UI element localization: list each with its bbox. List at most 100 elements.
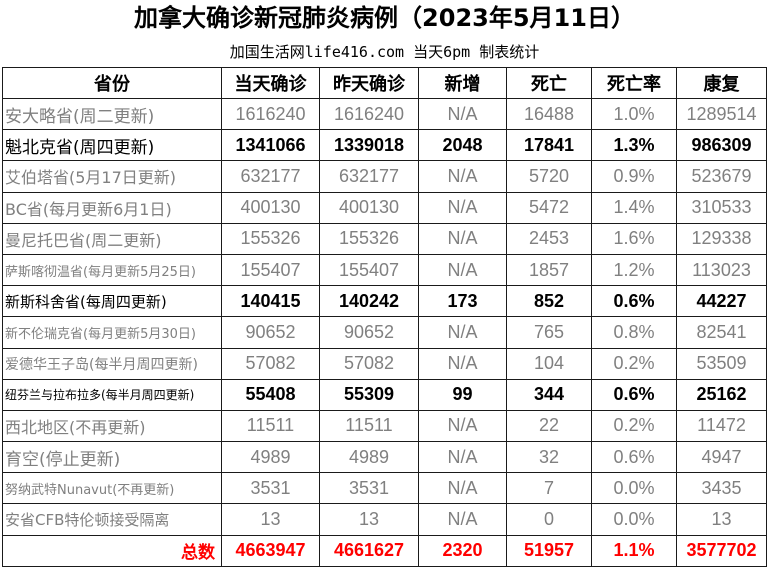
table-row: 纽芬兰与拉布拉多(每半月周四更新) 55408 55309 99 344 0.6… [2, 378, 767, 411]
today-cases: 4989 [221, 441, 320, 474]
death-rate: 1.2% [591, 253, 677, 287]
yesterday-cases: 11511 [319, 409, 419, 443]
yesterday-cases: 55309 [319, 378, 419, 411]
today-cases: 1616240 [221, 97, 320, 131]
province-name: 育空(停止更新) [2, 441, 222, 474]
province-name: 安省CFB特伦顿接受隔离 [2, 503, 222, 536]
deaths: 1857 [506, 253, 592, 287]
recovered: 1289514 [676, 97, 767, 131]
header-death-rate: 死亡率 [591, 67, 677, 99]
total-label: 总数 [2, 534, 222, 568]
total-death-rate: 1.1% [591, 534, 677, 568]
death-rate: 0.2% [591, 347, 677, 380]
new-cases: N/A [418, 222, 507, 255]
death-rate: 1.6% [591, 222, 677, 255]
new-cases: N/A [418, 441, 507, 474]
covid-cases-table: 省份 当天确诊 昨天确诊 新增 死亡 死亡率 康复 安大略省(周二更新) 161… [2, 67, 767, 568]
deaths: 852 [506, 285, 592, 318]
header-today: 当天确诊 [221, 67, 320, 99]
today-cases: 155326 [221, 222, 320, 255]
deaths: 0 [506, 503, 592, 536]
recovered: 310533 [676, 191, 767, 224]
province-name: BC省(每月更新6月1日) [2, 191, 222, 224]
table-row: 新不伦瑞克省(每月更新5月30日) 90652 90652 N/A 765 0.… [2, 316, 767, 349]
table-row: BC省(每月更新6月1日) 400130 400130 N/A 5472 1.4… [2, 191, 767, 224]
province-name: 新不伦瑞克省(每月更新5月30日) [2, 316, 222, 349]
new-cases: N/A [418, 253, 507, 287]
total-row: 总数 4663947 4661627 2320 51957 1.1% 35777… [2, 534, 767, 568]
today-cases: 155407 [221, 253, 320, 287]
death-rate: 0.0% [591, 472, 677, 505]
deaths: 22 [506, 409, 592, 443]
total-deaths: 51957 [506, 534, 592, 568]
deaths: 7 [506, 472, 592, 505]
death-rate: 0.9% [591, 160, 677, 193]
table-header-row: 省份 当天确诊 昨天确诊 新增 死亡 死亡率 康复 [2, 67, 767, 99]
today-cases: 90652 [221, 316, 320, 349]
new-cases: N/A [418, 409, 507, 443]
table-row: 爱德华王子岛(每半月周四更新) 57082 57082 N/A 104 0.2%… [2, 347, 767, 380]
today-cases: 11511 [221, 409, 320, 443]
table-row: 萨斯喀彻温省(每月更新5月25日) 155407 155407 N/A 1857… [2, 253, 767, 287]
province-name: 新斯科舍省(每周四更新) [2, 285, 222, 318]
death-rate: 0.6% [591, 441, 677, 474]
recovered: 82541 [676, 316, 767, 349]
deaths: 32 [506, 441, 592, 474]
deaths: 17841 [506, 129, 592, 162]
recovered: 3435 [676, 472, 767, 505]
table-row: 育空(停止更新) 4989 4989 N/A 32 0.6% 4947 [2, 441, 767, 474]
new-cases: N/A [418, 191, 507, 224]
yesterday-cases: 1616240 [319, 97, 419, 131]
today-cases: 13 [221, 503, 320, 536]
new-cases: N/A [418, 503, 507, 536]
yesterday-cases: 3531 [319, 472, 419, 505]
deaths: 2453 [506, 222, 592, 255]
page-title: 加拿大确诊新冠肺炎病例（2023年5月11日） [134, 4, 635, 32]
today-cases: 55408 [221, 378, 320, 411]
death-rate: 0.8% [591, 316, 677, 349]
deaths: 5472 [506, 191, 592, 224]
yesterday-cases: 13 [319, 503, 419, 536]
deaths: 5720 [506, 160, 592, 193]
header-yesterday: 昨天确诊 [319, 67, 419, 99]
page-subtitle: 加国生活网life416.com 当天6pm 制表统计 [229, 43, 540, 61]
today-cases: 632177 [221, 160, 320, 193]
yesterday-cases: 57082 [319, 347, 419, 380]
today-cases: 1341066 [221, 129, 320, 162]
death-rate: 1.0% [591, 97, 677, 131]
table-row: 魁北克省(周四更新) 1341066 1339018 2048 17841 1.… [2, 129, 767, 162]
province-name: 纽芬兰与拉布拉多(每半月周四更新) [2, 378, 222, 411]
new-cases: 2048 [418, 129, 507, 162]
yesterday-cases: 400130 [319, 191, 419, 224]
header-new: 新增 [418, 67, 507, 99]
table-row: 努纳武特Nunavut(不再更新) 3531 3531 N/A 7 0.0% 3… [2, 472, 767, 505]
death-rate: 1.4% [591, 191, 677, 224]
yesterday-cases: 155407 [319, 253, 419, 287]
province-name: 艾伯塔省(5月17日更新) [2, 160, 222, 193]
yesterday-cases: 90652 [319, 316, 419, 349]
new-cases: 99 [418, 378, 507, 411]
header-deaths: 死亡 [506, 67, 592, 99]
deaths: 344 [506, 378, 592, 411]
new-cases: N/A [418, 97, 507, 131]
new-cases: 173 [418, 285, 507, 318]
total-recovered: 3577702 [676, 534, 767, 568]
recovered: 129338 [676, 222, 767, 255]
province-name: 魁北克省(周四更新) [2, 129, 222, 162]
header-province: 省份 [2, 67, 222, 99]
death-rate: 0.6% [591, 378, 677, 411]
today-cases: 57082 [221, 347, 320, 380]
yesterday-cases: 1339018 [319, 129, 419, 162]
table-row: 西北地区(不再更新) 11511 11511 N/A 22 0.2% 11472 [2, 409, 767, 443]
table-row: 安大略省(周二更新) 1616240 1616240 N/A 16488 1.0… [2, 97, 767, 131]
recovered: 53509 [676, 347, 767, 380]
total-yesterday-cases: 4661627 [319, 534, 419, 568]
province-name: 曼尼托巴省(周二更新) [2, 222, 222, 255]
today-cases: 400130 [221, 191, 320, 224]
province-name: 西北地区(不再更新) [2, 409, 222, 443]
new-cases: N/A [418, 347, 507, 380]
recovered: 113023 [676, 253, 767, 287]
recovered: 25162 [676, 378, 767, 411]
recovered: 4947 [676, 441, 767, 474]
new-cases: N/A [418, 472, 507, 505]
